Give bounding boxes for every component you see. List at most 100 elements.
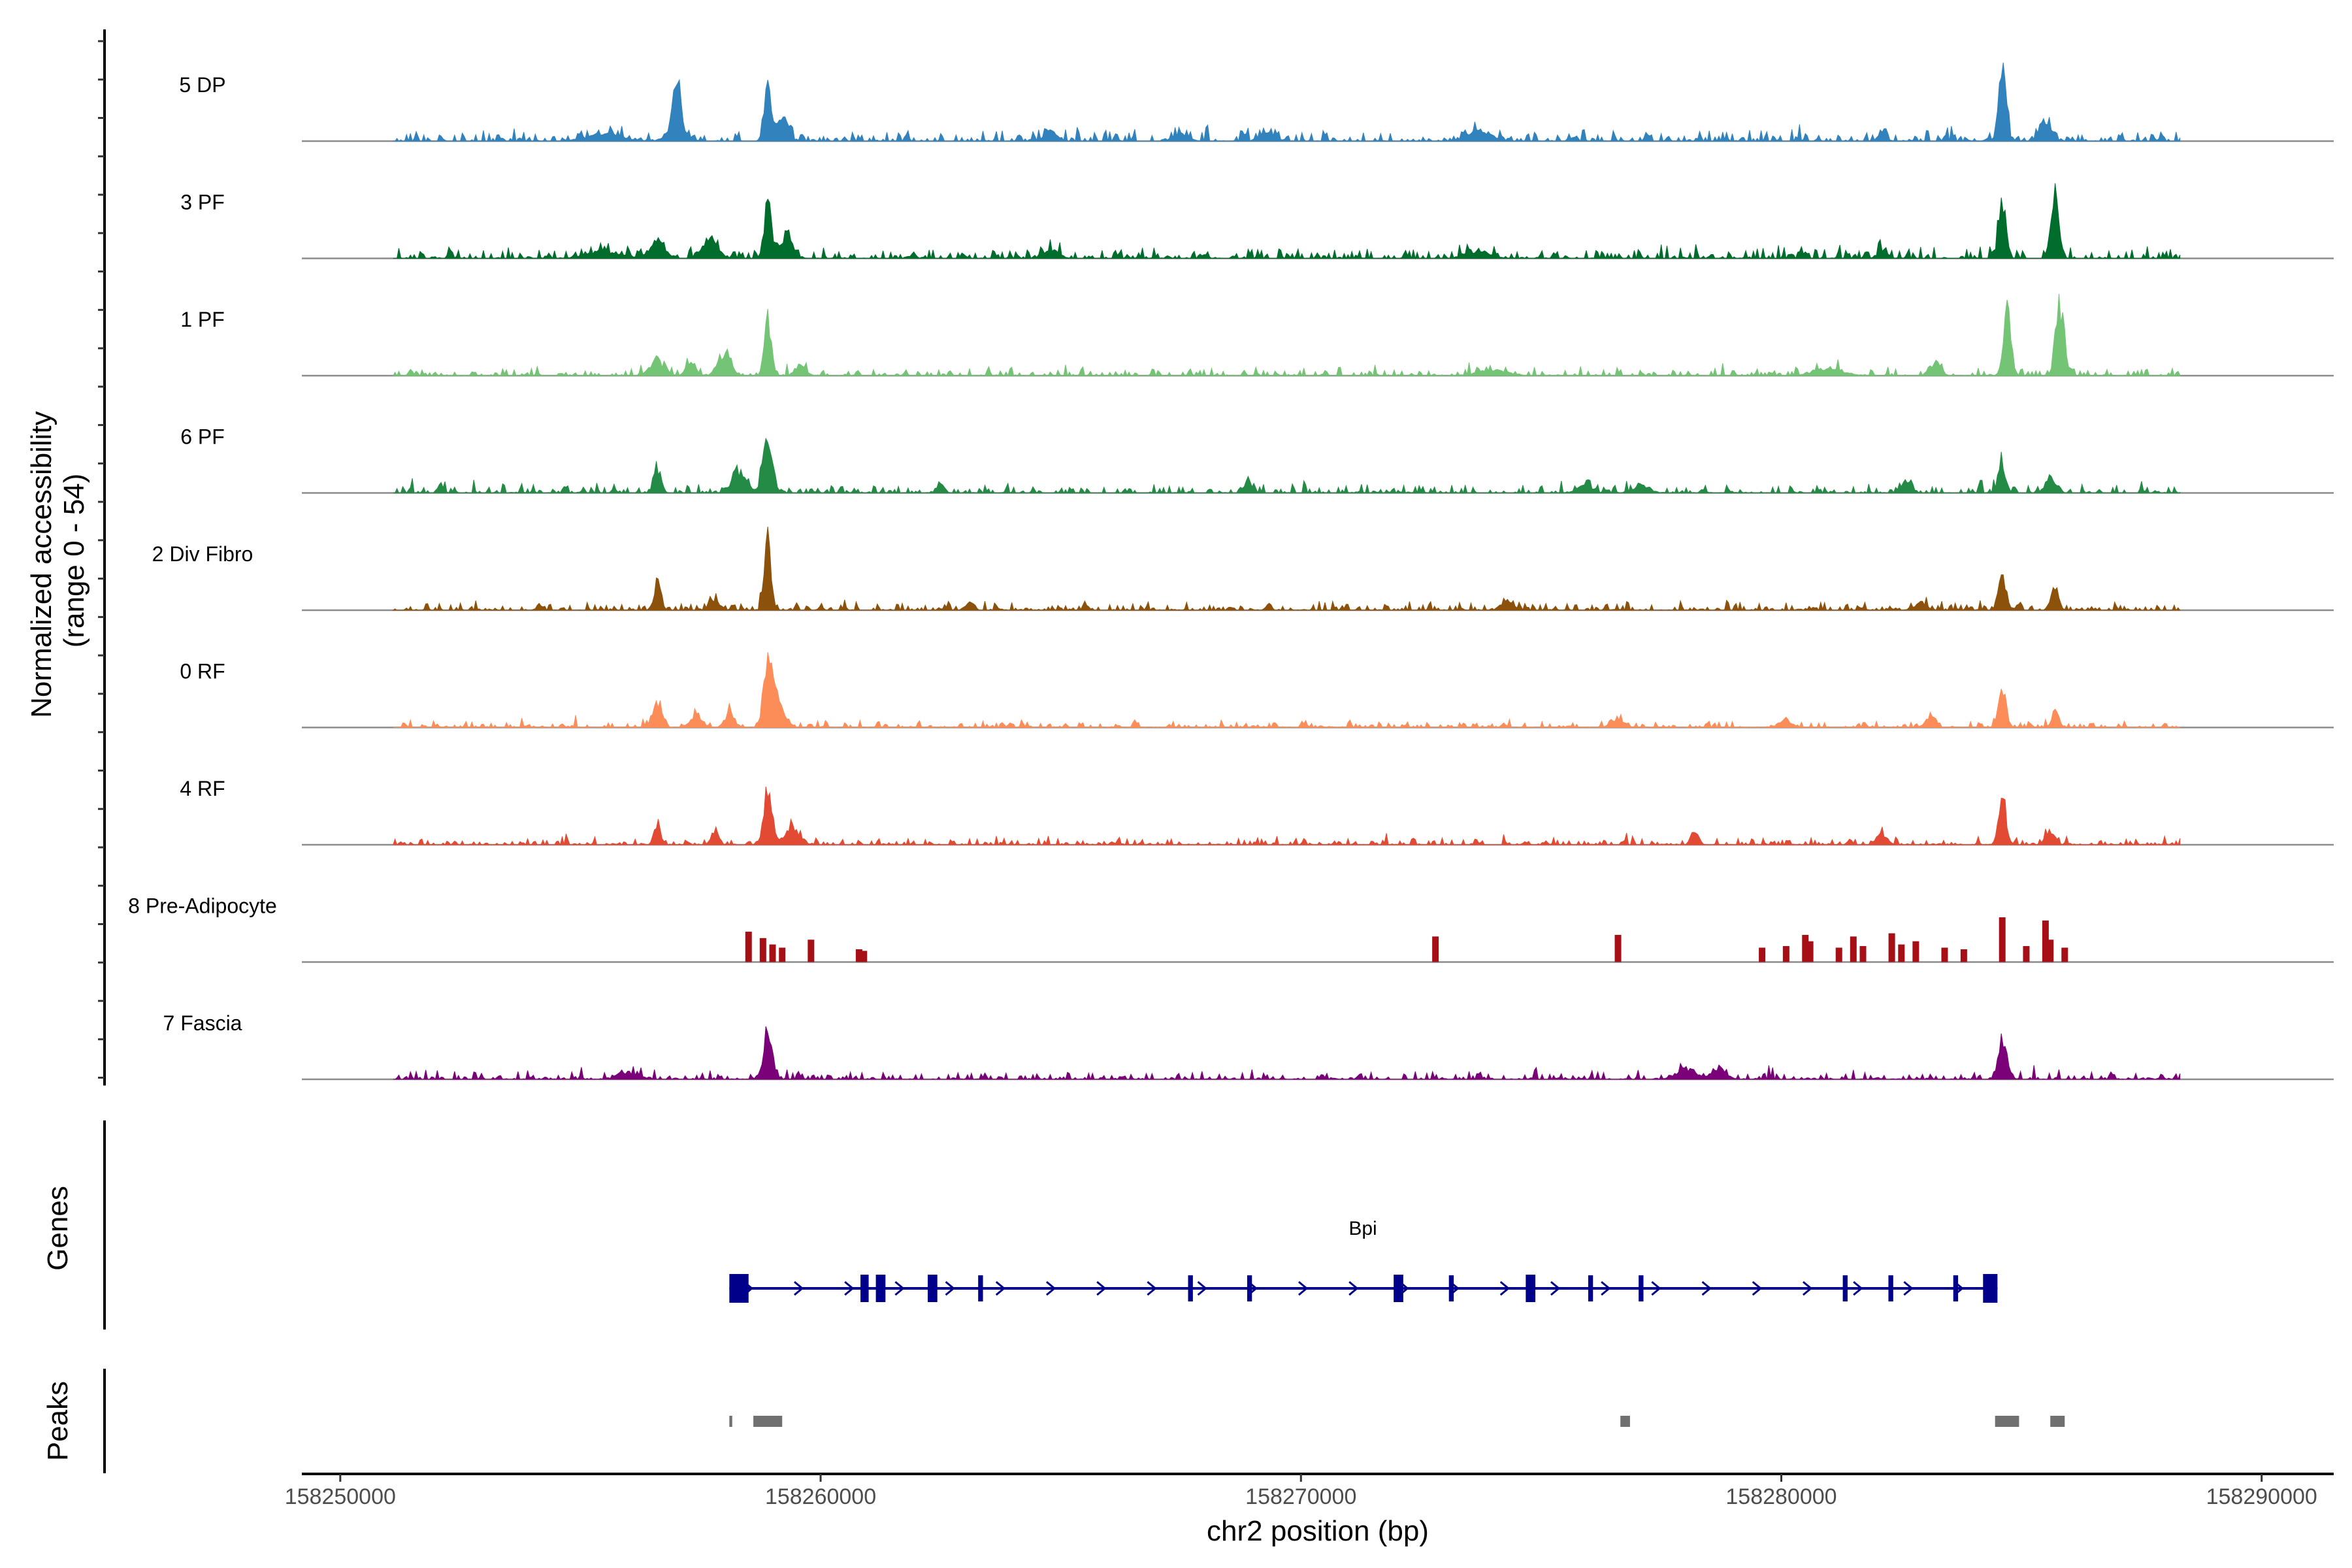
gene-exon <box>1448 1275 1454 1301</box>
track-7-fascia: 7 Fascia <box>163 1011 2334 1081</box>
gene-name-label: Bpi <box>1348 1218 1377 1239</box>
strand-arrow <box>1550 1281 1561 1296</box>
gene-exon <box>860 1275 869 1302</box>
gene-exon <box>1188 1275 1193 1301</box>
gene-exon <box>927 1275 938 1302</box>
coverage-bar <box>779 947 786 962</box>
strand-arrow <box>1701 1281 1712 1296</box>
strand-arrow <box>1903 1281 1914 1296</box>
peak-region <box>2050 1416 2065 1427</box>
strand-arrow <box>1601 1281 1611 1296</box>
x-tick-label: 158250000 <box>285 1484 396 1509</box>
peaks-panel-title: Peaks <box>42 1381 74 1461</box>
coverage-bar <box>1912 941 1919 962</box>
strand-arrow <box>995 1281 1006 1296</box>
track-label: 7 Fascia <box>163 1011 242 1035</box>
gene-exon <box>1953 1275 1959 1301</box>
coverage-tracks: 5 DP 3 PF 1 PF 6 PF 2 Div Fibro 0 RF 4 RF 8 Pre… <box>128 62 2334 1081</box>
strand-arrow <box>793 1281 804 1296</box>
y-axis-title-line-2: (range 0 - 54) <box>58 474 90 648</box>
strand-arrow <box>1802 1281 1813 1296</box>
peak-region <box>729 1416 732 1427</box>
coverage-bar <box>1859 946 1867 962</box>
coverage-bar <box>1850 936 1857 962</box>
strand-arrow <box>945 1281 955 1296</box>
strand-arrow <box>1651 1281 1661 1296</box>
coverage-bar <box>1802 934 1809 962</box>
gene-exon <box>875 1275 886 1302</box>
track-label: 4 RF <box>180 777 225 800</box>
gene-exon <box>1247 1275 1252 1301</box>
x-axis-ticks: 158250000 158260000 158270000 158280000 1582… <box>285 1474 2317 1509</box>
coverage-bar <box>1759 947 1766 962</box>
gene-exon <box>978 1275 983 1301</box>
coverage-bar <box>1999 917 2006 962</box>
track-label: 5 DP <box>179 73 225 97</box>
gene-exon <box>729 1274 749 1303</box>
track-label: 1 PF <box>180 308 225 331</box>
coverage-bar <box>2047 939 2054 962</box>
strand-arrow <box>1147 1281 1157 1296</box>
coverage-bar <box>808 939 815 962</box>
track-0-rf: 0 RF <box>180 652 2334 728</box>
track-5-dp: 5 DP <box>179 62 2334 142</box>
gene-exon <box>1394 1275 1403 1302</box>
strand-arrow <box>894 1281 905 1296</box>
strand-arrow <box>1298 1281 1309 1296</box>
strand-arrow <box>1752 1281 1763 1296</box>
coverage-bar <box>2023 946 2030 962</box>
coverage-area <box>393 1026 2181 1081</box>
coverage-bar <box>1941 947 1948 962</box>
coverage-bar <box>745 932 752 962</box>
coverage-area <box>393 183 2181 260</box>
x-axis-title: chr2 position (bp) <box>1207 1515 1429 1547</box>
track-label: 2 Div Fibro <box>152 542 253 566</box>
coverage-bar <box>769 944 776 962</box>
x-tick-label: 158290000 <box>2206 1484 2317 1509</box>
peak-region <box>1620 1416 1630 1427</box>
track-label: 8 Pre-Adipocyte <box>128 894 277 918</box>
track-4-rf: 4 RF <box>180 777 2334 846</box>
coverage-bar <box>1432 936 1439 962</box>
coverage-bar <box>1835 947 1842 962</box>
gene-model-bpi <box>729 1274 1998 1303</box>
y-axis <box>98 29 106 1086</box>
coverage-bar <box>1898 944 1905 962</box>
gene-exon <box>1888 1275 1893 1301</box>
coverage-bar <box>1782 946 1789 962</box>
coverage-bar <box>2042 920 2049 962</box>
gene-exon <box>1588 1275 1593 1301</box>
peaks-track <box>729 1416 2065 1427</box>
coverage-area <box>392 293 2181 377</box>
strand-arrow <box>1853 1281 1863 1296</box>
strand-arrow <box>844 1281 855 1296</box>
strand-arrow <box>1096 1281 1107 1296</box>
coverage-area <box>393 787 2181 846</box>
x-tick-label: 158280000 <box>1725 1484 1837 1509</box>
track-label: 6 PF <box>180 425 225 449</box>
x-tick-label: 158270000 <box>1245 1484 1356 1509</box>
strand-arrow <box>1197 1281 1207 1296</box>
y-axis-title-line-1: Normalized accessibility <box>25 411 57 717</box>
y-axis-title: Normalized accessibility (range 0 - 54) <box>25 403 90 718</box>
coverage-bar <box>759 938 766 962</box>
coverage-bar <box>1888 933 1895 962</box>
coverage-bar <box>860 951 868 962</box>
coverage-bar <box>855 949 862 962</box>
coverage-bar <box>2061 947 2068 962</box>
track-6-pf: 6 PF <box>180 425 2334 495</box>
track-3-pf: 3 PF <box>180 183 2334 260</box>
coverage-bar <box>1806 941 1814 962</box>
track-label: 0 RF <box>180 660 225 683</box>
track-8-pre-adipocyte: 8 Pre-Adipocyte <box>128 894 2334 963</box>
gene-exon <box>1983 1274 1998 1303</box>
track-1-pf: 1 PF <box>180 293 2334 377</box>
gene-exon <box>1842 1275 1848 1301</box>
track-2-div-fibro: 2 Div Fibro <box>152 527 2334 612</box>
strand-arrow <box>1348 1281 1359 1296</box>
coverage-area <box>393 437 2181 495</box>
x-tick-label: 158260000 <box>765 1484 876 1509</box>
strand-arrow <box>1045 1281 1056 1296</box>
coverage-bar <box>1960 949 1967 962</box>
